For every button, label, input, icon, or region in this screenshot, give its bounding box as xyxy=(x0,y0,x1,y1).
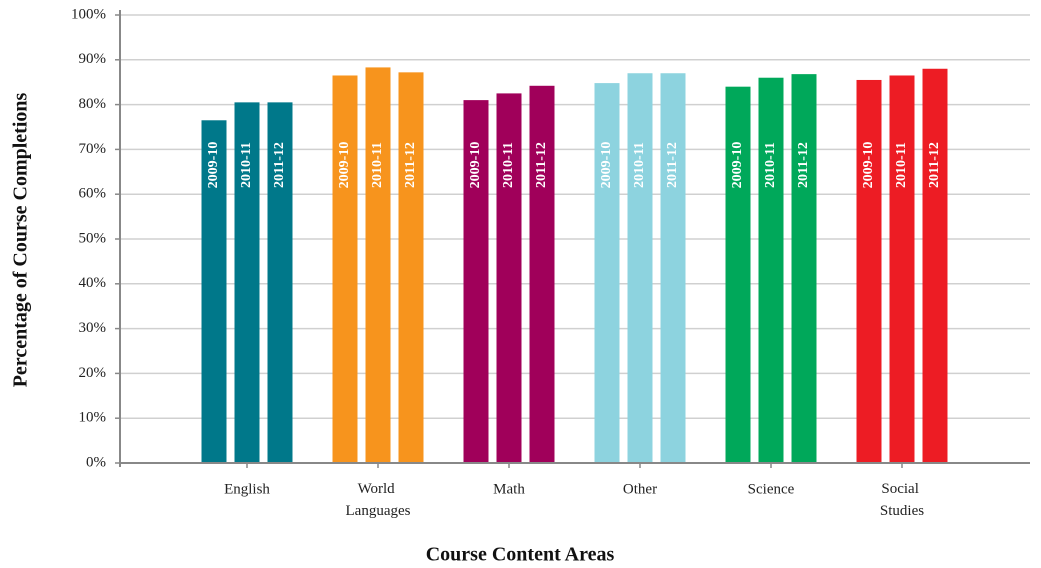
bar-label: 2009-10 xyxy=(599,142,614,189)
bar-label: 2011-12 xyxy=(927,142,942,188)
x-tick-label: English xyxy=(224,481,270,497)
bar-label: 2010-11 xyxy=(632,142,647,188)
y-tick-label: 30% xyxy=(79,320,107,336)
bar xyxy=(627,73,653,464)
bar xyxy=(856,79,882,464)
bar-label: 2009-10 xyxy=(468,142,483,189)
x-tick-label: Social Studies xyxy=(880,481,924,519)
bar xyxy=(267,102,293,464)
bar xyxy=(463,100,489,464)
bar-label: 2011-12 xyxy=(665,142,680,188)
x-tick-label: Science xyxy=(748,481,795,497)
y-tick-label: 0% xyxy=(86,454,106,470)
y-tick-label: 100% xyxy=(71,6,106,22)
bar xyxy=(594,83,620,463)
bar xyxy=(725,86,751,464)
bar xyxy=(889,75,915,463)
y-tick-label: 60% xyxy=(79,186,107,202)
bar-label: 2011-12 xyxy=(534,142,549,188)
y-tick-label: 40% xyxy=(79,275,107,291)
y-tick-label: 80% xyxy=(79,96,107,112)
bar-label: 2009-10 xyxy=(730,142,745,189)
bar-label: 2009-10 xyxy=(861,142,876,189)
y-tick-label: 70% xyxy=(79,141,107,157)
bar xyxy=(234,102,260,464)
bar xyxy=(398,72,424,464)
x-tick-label: Math xyxy=(493,481,525,497)
bar-label: 2011-12 xyxy=(796,142,811,188)
y-axis-title: Percentage of Course Completions xyxy=(10,93,32,388)
bar-label: 2010-11 xyxy=(501,142,516,188)
bar-label: 2009-10 xyxy=(206,142,221,189)
y-tick-label: 10% xyxy=(79,410,107,426)
y-tick-label: 90% xyxy=(79,51,107,67)
bar xyxy=(529,85,555,463)
bar-label: 2010-11 xyxy=(763,142,778,188)
y-tick-label: 20% xyxy=(79,365,107,381)
bar-label: 2010-11 xyxy=(239,142,254,188)
x-tick-label: World Languages xyxy=(346,481,411,519)
bar-label: 2011-12 xyxy=(272,142,287,188)
bar xyxy=(758,77,784,463)
bar-label: 2010-11 xyxy=(370,142,385,188)
bar-label: 2011-12 xyxy=(403,142,418,188)
bar-label: 2009-10 xyxy=(337,142,352,189)
bar xyxy=(791,74,817,464)
bar xyxy=(365,67,391,463)
bar-label: 2010-11 xyxy=(894,142,909,188)
x-axis-title: Course Content Areas xyxy=(426,544,615,566)
bar xyxy=(922,68,948,463)
bar xyxy=(201,120,227,463)
y-tick-label: 50% xyxy=(79,230,107,246)
x-tick-label: Other xyxy=(623,481,657,497)
bar xyxy=(660,73,686,464)
bar xyxy=(496,93,522,464)
bar xyxy=(332,75,358,463)
